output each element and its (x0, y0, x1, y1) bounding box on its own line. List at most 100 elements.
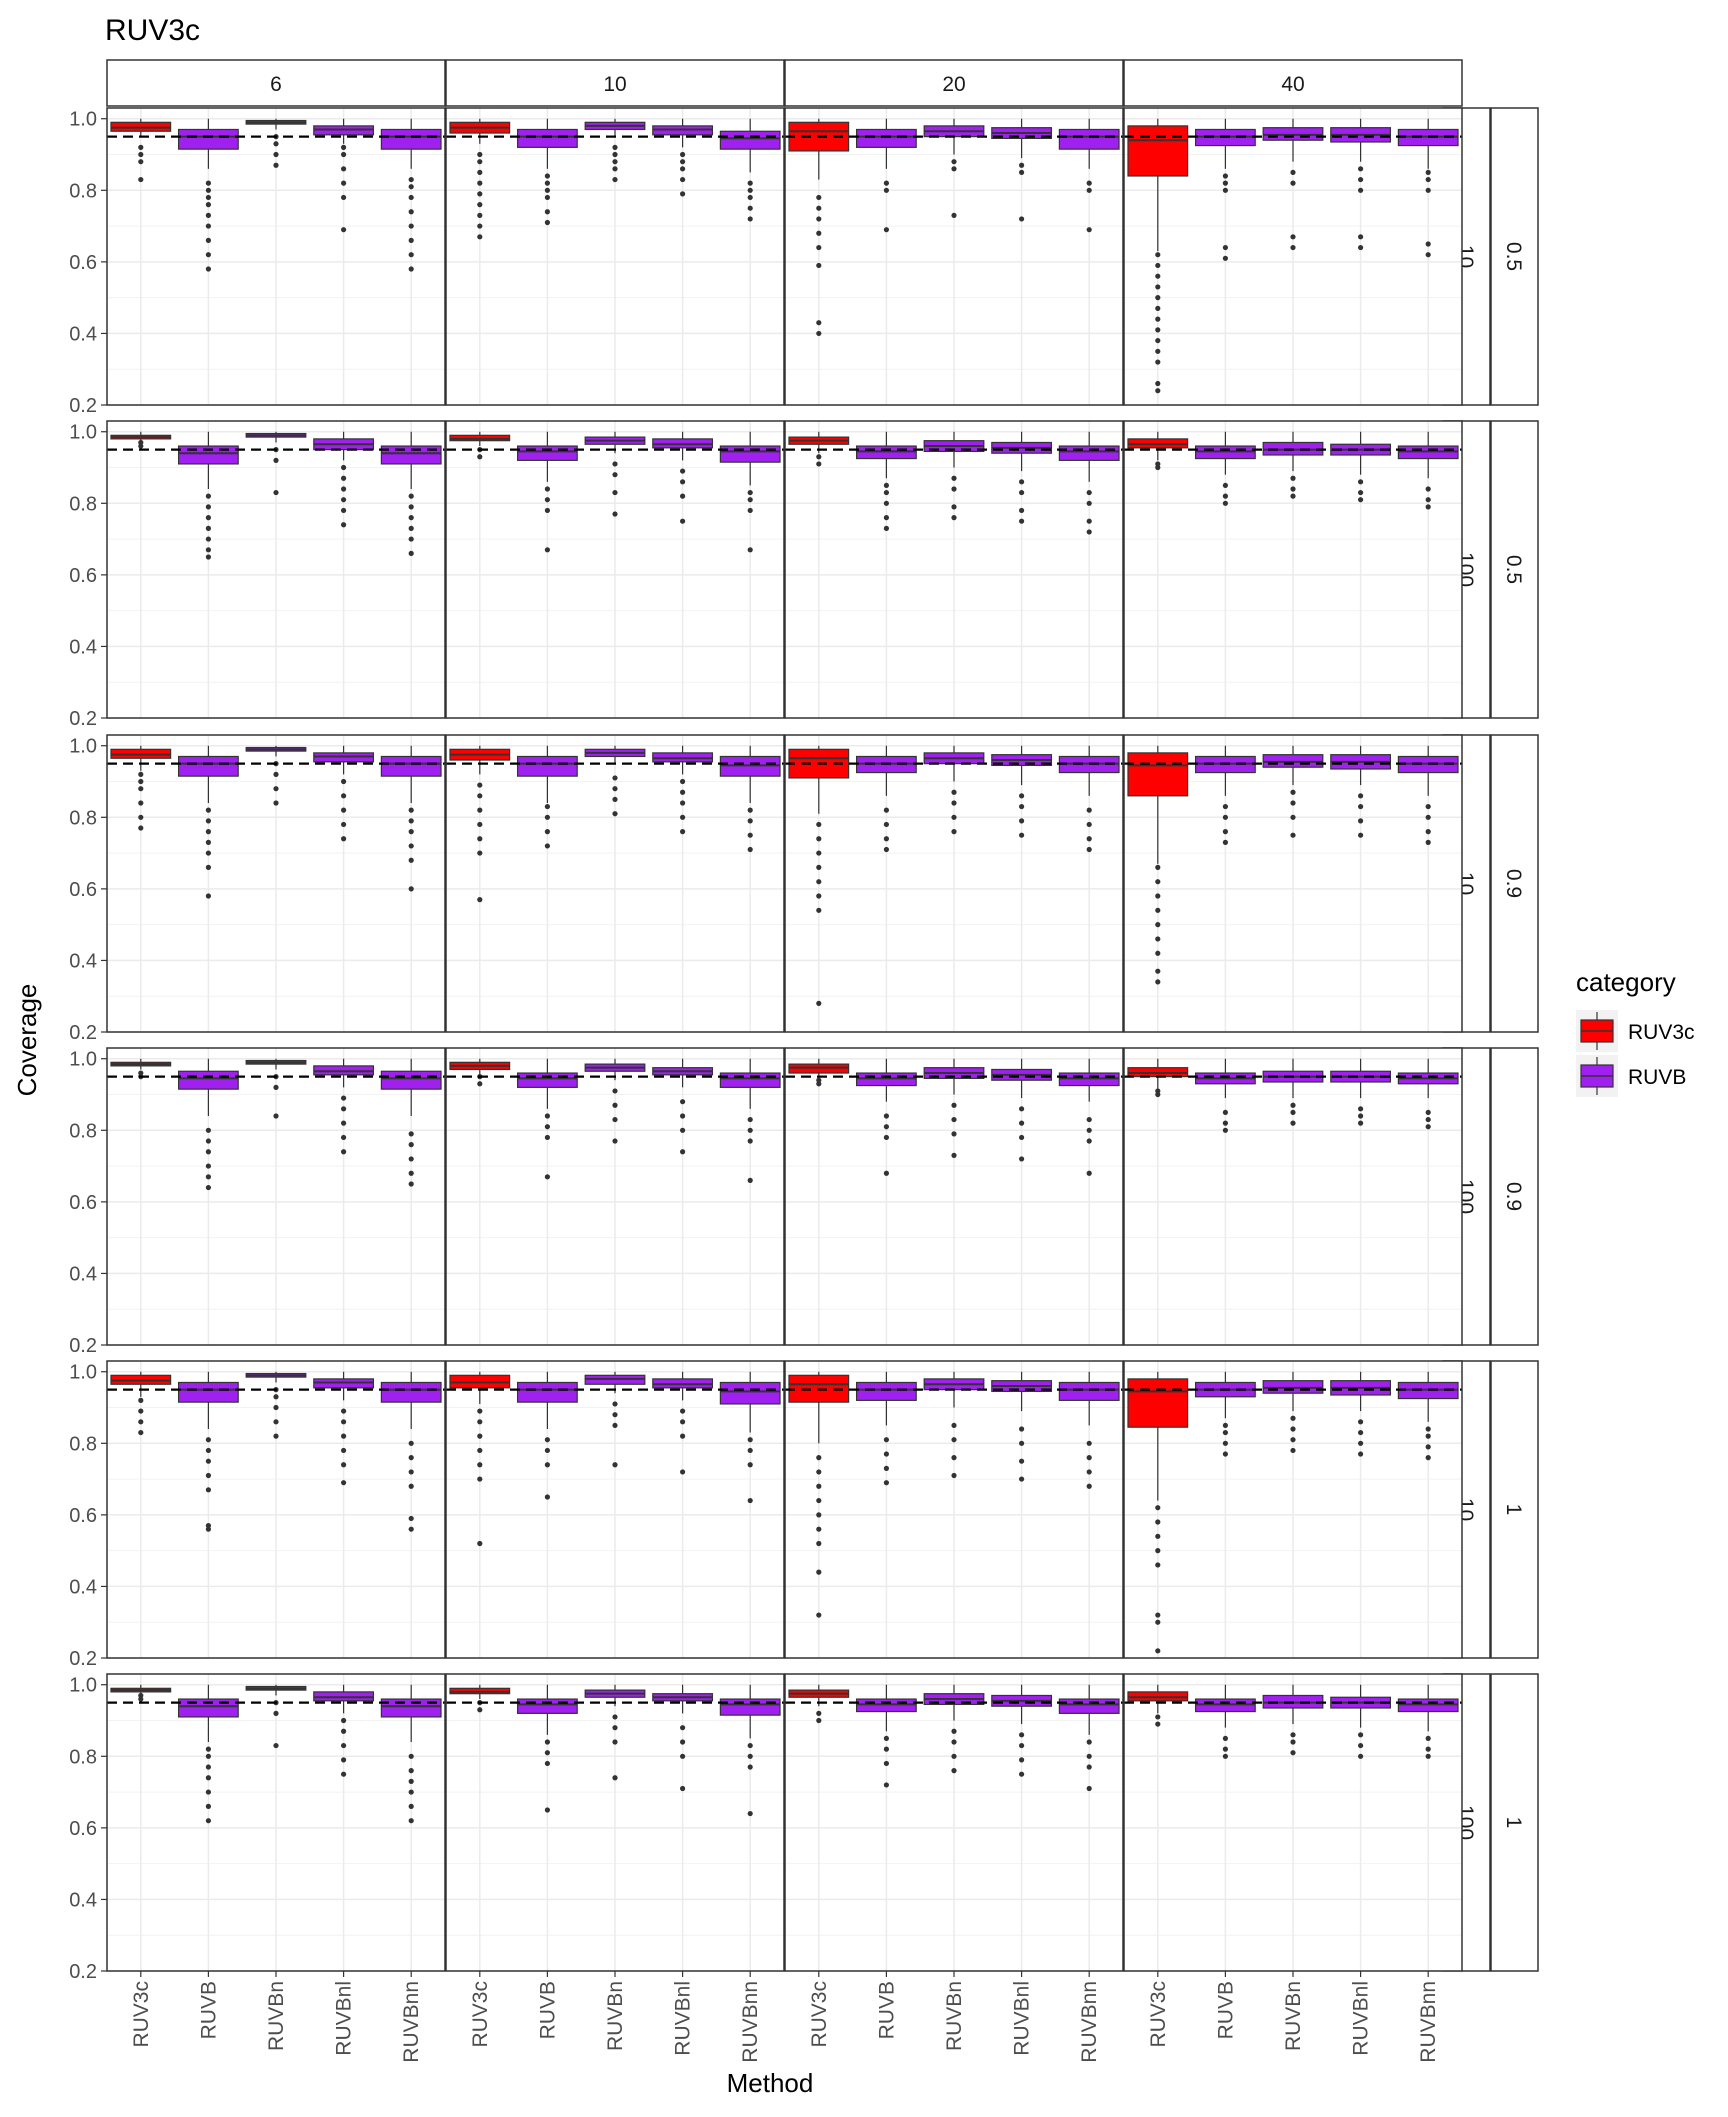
outlier-point (273, 1419, 279, 1425)
box (380, 755, 442, 777)
y-tick-label: 1.0 (69, 109, 97, 131)
outlier-point (816, 1540, 822, 1547)
outlier-point (1155, 968, 1161, 974)
y-tick-label: 0.4 (69, 323, 97, 345)
outlier-point (1290, 800, 1296, 806)
outlier-point (408, 1753, 414, 1759)
outlier-point (408, 857, 414, 863)
legend-title: category (1576, 967, 1676, 997)
outlier-point (544, 187, 551, 193)
outlier-point (341, 227, 347, 233)
outlier-point (680, 518, 686, 524)
outlier-point (1290, 486, 1296, 492)
y-axis-label: Coverage (12, 984, 42, 1097)
outlier-point (680, 1785, 686, 1792)
outlier-point (408, 176, 414, 183)
outlier-point (816, 1483, 822, 1489)
outlier-point (1086, 1455, 1092, 1461)
outlier-point (680, 159, 686, 165)
outlier-point (1222, 814, 1228, 820)
outlier-point (1425, 504, 1431, 510)
outlier-point (477, 1707, 483, 1713)
box (516, 1381, 578, 1403)
outlier-point (1019, 1476, 1025, 1482)
outlier-point (1086, 227, 1092, 233)
outlier-point (1155, 359, 1161, 365)
outlier-point (544, 194, 551, 201)
y-tick-label: 0.4 (69, 1889, 97, 1911)
outlier-point (816, 836, 822, 842)
panel-border (784, 1360, 1124, 1659)
y-tick-label: 1.0 (69, 1675, 97, 1697)
x-tick-label: RUVB (875, 1981, 898, 2039)
col-strip (445, 59, 785, 107)
outlier-point (883, 1480, 890, 1486)
outlier-point (883, 1451, 890, 1457)
outlier-point (273, 1710, 279, 1716)
outlier-point (747, 846, 753, 853)
outlier-point (1019, 162, 1025, 168)
outlier-point (747, 1462, 753, 1468)
box (1058, 128, 1120, 150)
y-tick-label: 1.0 (69, 1049, 97, 1071)
outlier-point (544, 1462, 551, 1468)
outlier-point (1155, 1721, 1161, 1727)
row-strip-label: 0.5 (1502, 242, 1525, 271)
outlier-point (1019, 1106, 1025, 1112)
outlier-point (1155, 979, 1161, 985)
outlier-point (477, 782, 483, 788)
outlier-point (544, 173, 551, 179)
outlier-point (1290, 1437, 1296, 1443)
outlier-point (612, 775, 618, 781)
outlier-point (205, 202, 211, 208)
outlier-point (341, 507, 347, 514)
outlier-point (408, 493, 414, 499)
outlier-point (680, 1099, 686, 1105)
outlier-point (273, 786, 279, 792)
outlier-point (1425, 829, 1431, 835)
box (516, 1698, 578, 1714)
outlier-point (747, 1764, 753, 1770)
outlier-point (341, 778, 347, 785)
outlier-point (816, 244, 822, 251)
outlier-point (816, 205, 822, 211)
panel-border (1123, 420, 1463, 719)
outlier-point (951, 486, 957, 492)
outlier-point (477, 1540, 483, 1547)
outlier-point (205, 807, 211, 813)
outlier-point (1019, 1732, 1025, 1738)
outlier-point (408, 1142, 414, 1148)
panel-border (1123, 107, 1463, 406)
outlier-point (1155, 337, 1161, 344)
outlier-point (747, 1810, 753, 1817)
outlier-point (138, 1408, 144, 1414)
box (719, 1698, 781, 1716)
outlier-point (408, 515, 414, 521)
y-tick-label: 0.4 (69, 1576, 97, 1598)
outlier-point (1290, 169, 1296, 176)
outlier-point (205, 223, 211, 229)
outlier-point (680, 1739, 686, 1745)
outlier-point (205, 1746, 211, 1752)
box (1058, 1698, 1120, 1714)
outlier-point (1222, 1422, 1228, 1429)
outlier-point (883, 500, 890, 506)
outlier-point (883, 180, 890, 186)
outlier-point (205, 1174, 211, 1180)
col-strip-label: 10 (603, 73, 626, 96)
outlier-point (883, 1746, 890, 1752)
outlier-point (477, 159, 483, 165)
outlier-point (544, 497, 551, 503)
outlier-point (816, 1569, 822, 1575)
outlier-point (544, 1134, 551, 1141)
outlier-point (1222, 1440, 1228, 1446)
outlier-point (816, 216, 822, 222)
outlier-point (1019, 1757, 1025, 1763)
outlier-point (1358, 1113, 1364, 1119)
outlier-point (1358, 1732, 1364, 1738)
outlier-point (883, 821, 890, 828)
outlier-point (816, 893, 822, 899)
outlier-point (273, 800, 279, 806)
outlier-point (1222, 1753, 1228, 1759)
outlier-point (883, 846, 890, 853)
